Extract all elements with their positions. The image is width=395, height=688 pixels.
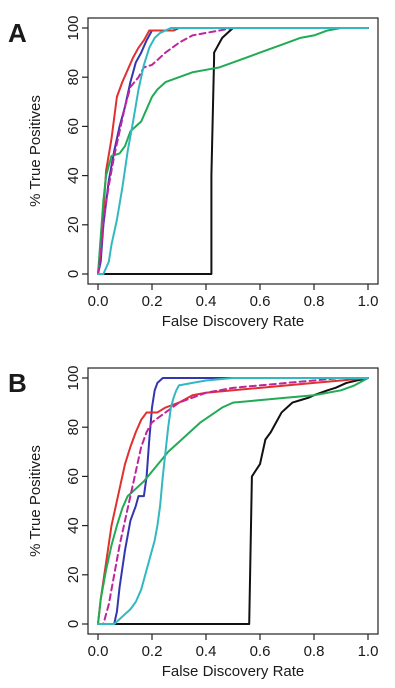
y-tick-label: 20 xyxy=(65,216,82,233)
x-tick-label: 0.0 xyxy=(88,293,109,310)
x-tick-label: 1.0 xyxy=(358,643,379,660)
x-tick-label: 0.8 xyxy=(304,293,325,310)
panel-label: A xyxy=(8,18,27,48)
y-tick-label: 40 xyxy=(65,517,82,534)
y-axis-label: % True Positives xyxy=(27,445,44,557)
series-line-4 xyxy=(97,377,369,625)
x-tick-label: 1.0 xyxy=(358,293,379,310)
y-axis-label: % True Positives xyxy=(27,95,44,207)
y-tick-label: 40 xyxy=(65,167,82,184)
x-tick-label: 0.6 xyxy=(250,293,271,310)
plot-frame xyxy=(87,367,379,635)
series-line-2 xyxy=(97,27,369,275)
series-line-6 xyxy=(97,27,369,275)
series-line-3 xyxy=(97,377,369,625)
series-line-5 xyxy=(97,377,369,625)
series-line-4 xyxy=(97,27,369,275)
y-tick-label: 60 xyxy=(65,468,82,485)
y-tick-label: 60 xyxy=(65,118,82,135)
series-line-5 xyxy=(97,27,369,275)
y-tick-label: 0 xyxy=(65,620,82,628)
y-tick-label: 80 xyxy=(65,419,82,436)
panel-b: B 0.0 0.2 0.4 0.6 0.8 1.0 0 20 40 60 80 100 False Dis… xyxy=(8,365,379,680)
y-tick-label: 80 xyxy=(65,69,82,86)
x-tick-label: 0.2 xyxy=(142,293,163,310)
x-tick-label: 0.0 xyxy=(88,643,109,660)
x-axis-label: False Discovery Rate xyxy=(162,663,305,680)
series-line-3 xyxy=(97,27,369,275)
x-tick-label: 0.4 xyxy=(196,293,217,310)
panel-a: A 0.0 0.2 0.4 0.6 0.8 1.0 0 20 40 60 80 100 False Dis… xyxy=(8,15,379,330)
y-tick-label: 0 xyxy=(65,270,82,278)
x-tick-label: 0.4 xyxy=(196,643,217,660)
y-tick-label: 100 xyxy=(65,15,82,40)
series-line-1 xyxy=(97,27,369,275)
series-line-6 xyxy=(97,377,369,625)
x-tick-label: 0.2 xyxy=(142,643,163,660)
x-tick-label: 0.6 xyxy=(250,643,271,660)
y-tick-label: 20 xyxy=(65,566,82,583)
series-line-2 xyxy=(97,377,369,625)
y-tick-label: 100 xyxy=(65,365,82,390)
series-line-1 xyxy=(97,377,369,625)
x-tick-label: 0.8 xyxy=(304,643,325,660)
x-axis-label: False Discovery Rate xyxy=(162,313,305,330)
plot-frame xyxy=(87,17,379,285)
panel-label: B xyxy=(8,368,27,398)
